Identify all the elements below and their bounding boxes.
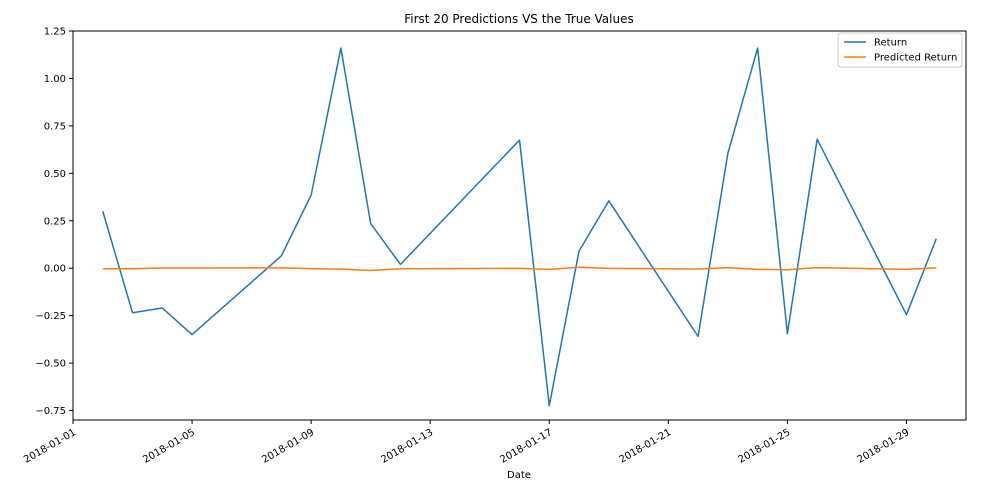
y-tick-label: 1.00 — [44, 74, 66, 85]
series-layer — [102, 47, 937, 407]
series-line-predicted-return — [102, 266, 937, 272]
x-axis-label: Date — [507, 470, 531, 481]
series-line-return — [102, 47, 937, 407]
plot-frame — [72, 30, 967, 421]
legend-box — [837, 32, 963, 68]
y-axis: −0.75 −0.50 −0.25 0.00 0.25 0.50 0.75 1.00 1.25 — [35, 27, 73, 417]
chart-title: First 20 Predictions VS the True Values — [404, 12, 634, 26]
plot-area — [72, 30, 967, 421]
y-tick-label: −0.50 — [35, 359, 66, 370]
y-tick-label: 0.25 — [44, 216, 66, 227]
y-tick-label: 0.00 — [44, 264, 66, 275]
y-tick-label: −0.25 — [35, 311, 66, 322]
legend: Return Predicted Return — [837, 32, 963, 68]
y-tick-label: 1.25 — [44, 27, 66, 38]
y-tick-label: 0.75 — [44, 121, 66, 132]
legend-label-return: Return — [874, 38, 907, 49]
y-tick-label: −0.75 — [35, 406, 66, 417]
legend-label-predicted-return: Predicted Return — [874, 53, 957, 64]
y-tick-label: 0.50 — [44, 169, 66, 180]
